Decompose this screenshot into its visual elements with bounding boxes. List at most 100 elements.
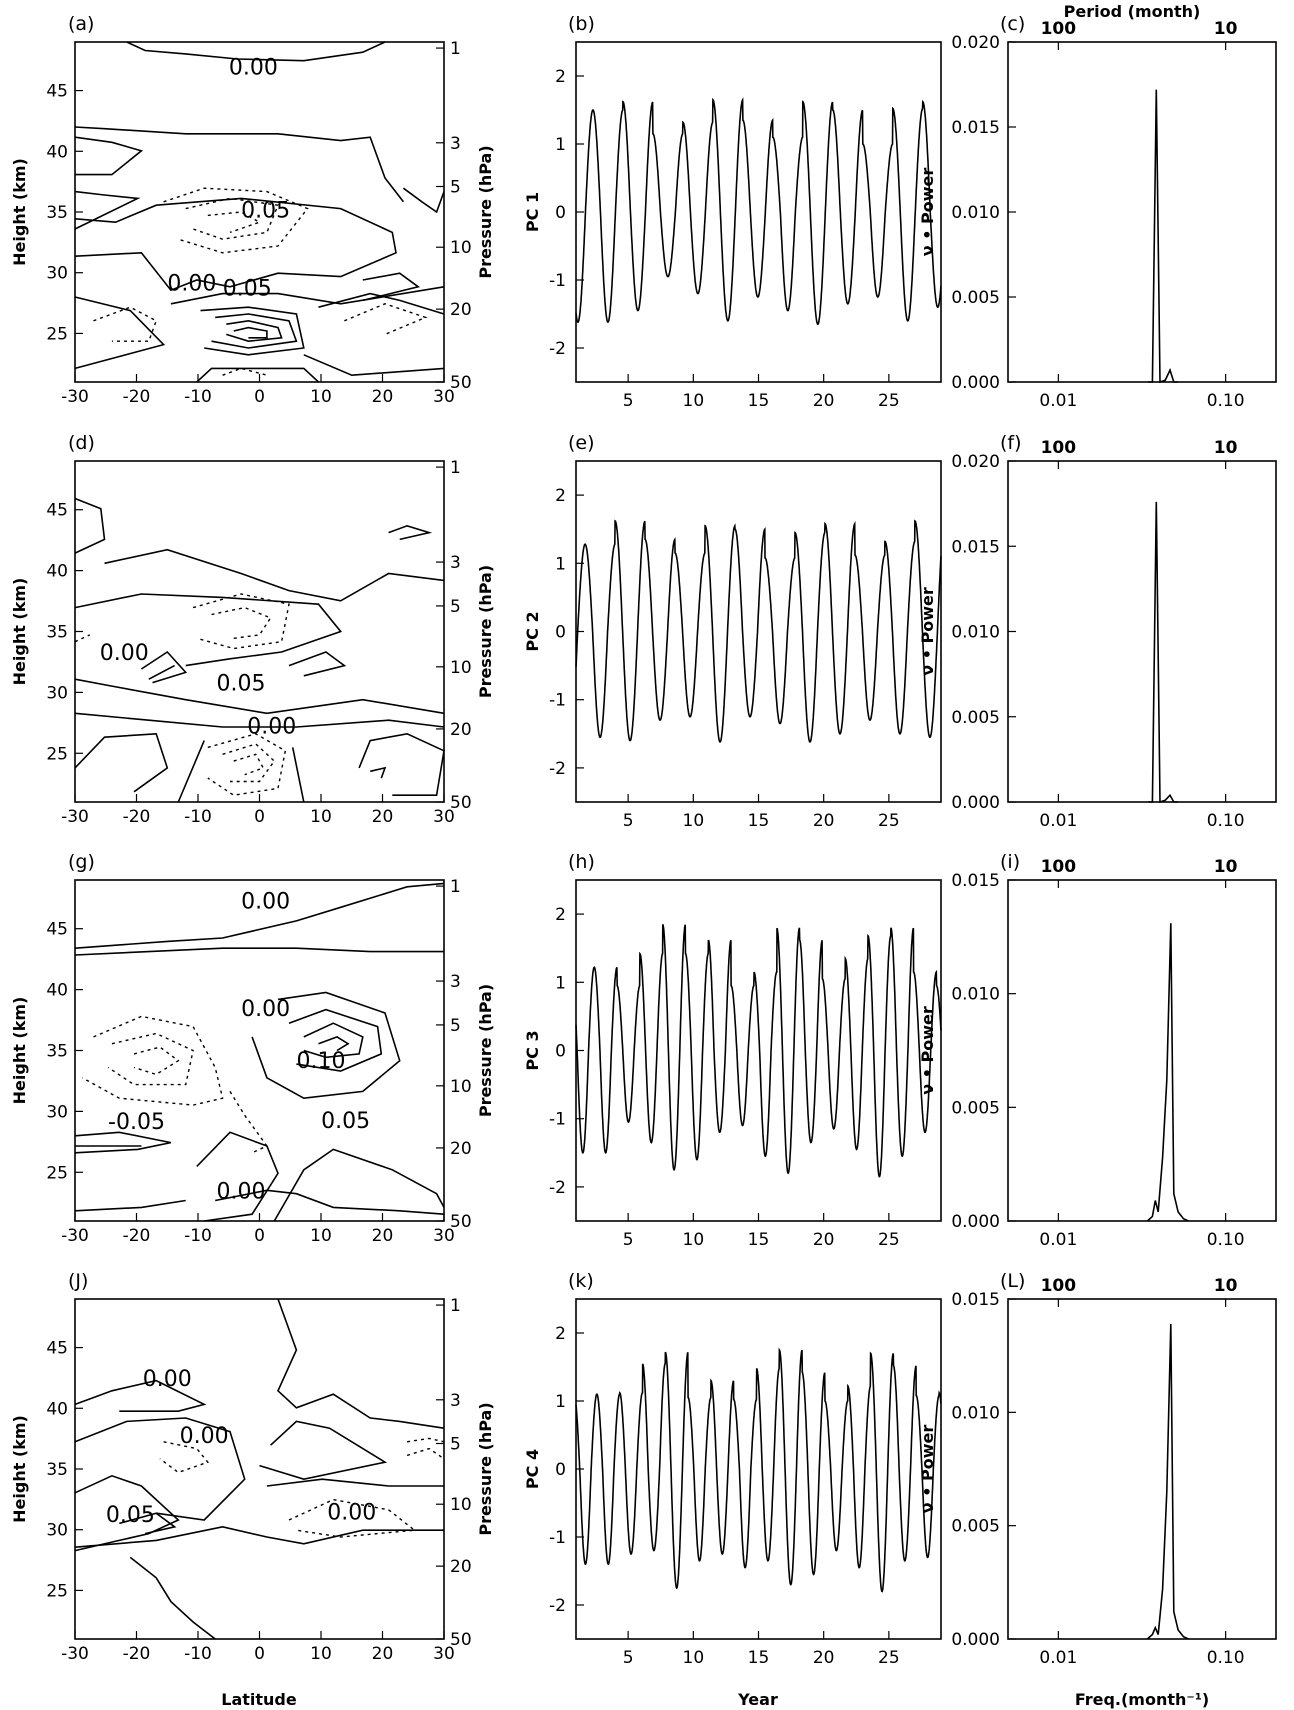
y-axis-label-height: Height (km) <box>10 1415 29 1523</box>
x-tick-label: -10 <box>184 807 212 827</box>
pressure-tick-label: 50 <box>450 1630 472 1650</box>
x-tick-label: 0.10 <box>1207 811 1245 831</box>
spectrum-line <box>1148 89 1179 384</box>
contour-line-dashed <box>406 1447 445 1460</box>
contour-label: 0.05 <box>106 1503 155 1528</box>
y-tick-label: 0.000 <box>951 1212 1000 1232</box>
y2-axis-label-pressure: Pressure (hPa) <box>476 1402 495 1535</box>
contour-line-solid <box>148 664 175 680</box>
y-tick-label: 0.020 <box>951 33 1000 53</box>
y-tick-label: 35 <box>46 203 68 223</box>
x-tick-label: 15 <box>748 391 770 411</box>
contour-line-dashed <box>288 1498 417 1538</box>
pc-series-line <box>575 924 942 1178</box>
period-tick-label: 10 <box>1214 1276 1238 1296</box>
y-axis-label-power: ν • Power <box>918 168 937 257</box>
contour-line-solid <box>370 766 387 779</box>
contour-line-solid <box>74 593 343 667</box>
x-tick-label: -30 <box>61 1226 89 1246</box>
y-axis-label-height: Height (km) <box>10 158 29 266</box>
y-tick-label: 45 <box>46 82 68 102</box>
contour-label: 0.00 <box>100 641 149 666</box>
pressure-tick-label: 20 <box>450 720 472 740</box>
plot-frame <box>575 460 942 803</box>
contour-line-solid <box>126 41 386 62</box>
contour-line-solid <box>74 732 169 793</box>
x-tick-label: -10 <box>184 387 212 407</box>
y-tick-label: -2 <box>549 1178 566 1198</box>
pressure-tick-label: 10 <box>450 1495 472 1515</box>
contour-line-dashed <box>185 197 279 240</box>
x-tick-label: 10 <box>683 1648 705 1668</box>
panel-label: (b) <box>568 13 595 35</box>
contour-line-dashed <box>344 303 428 336</box>
y-tick-label: 0.010 <box>951 623 1000 643</box>
y-tick-label: 40 <box>46 981 68 1001</box>
contour-line-solid <box>74 1379 207 1412</box>
pressure-tick-label: 1 <box>450 458 461 478</box>
spectrum-panel: 0.01 0.10 100 10 0.000 0.005 0.010 0.015 0.020 ν … <box>918 13 1277 411</box>
contour-label: 0.00 <box>229 55 278 80</box>
x-tick-label: 25 <box>878 811 900 831</box>
panel-label: (i) <box>1000 851 1020 873</box>
spectrum-panel: 0.01 0.10 100 10 0.000 0.005 0.010 0.015 ν • Pow… <box>918 1270 1277 1668</box>
y-tick-label: 1 <box>555 973 566 993</box>
contour-label: 0.05 <box>321 1109 370 1134</box>
contour-line-solid <box>74 126 405 203</box>
contour-line-dashed <box>211 606 272 639</box>
contour-line-dashed <box>133 1046 180 1076</box>
x-tick-label: 5 <box>623 811 634 831</box>
spectrum-panel: 0.01 0.10 100 10 0.000 0.005 0.010 0.015 ν • Pow… <box>918 851 1277 1250</box>
contour-line-dashed <box>229 1091 268 1154</box>
x-tick-label: 10 <box>310 807 332 827</box>
contour-line-dashed <box>192 593 290 650</box>
y-tick-label: 45 <box>46 920 68 940</box>
pc-series-line <box>575 519 942 743</box>
plot-frame <box>575 879 942 1222</box>
x-tick-label: -10 <box>184 1226 212 1246</box>
y-tick-label: 0.000 <box>951 373 1000 393</box>
contour-line-solid <box>74 190 141 230</box>
x-tick-label: 0.01 <box>1039 1230 1077 1250</box>
panel-label: (g) <box>68 851 95 873</box>
contour-line-solid <box>74 882 445 949</box>
pressure-tick-label: 3 <box>450 134 461 154</box>
contour-line-solid <box>170 286 445 305</box>
y-tick-label: 0.000 <box>951 1630 1000 1650</box>
x-tick-label: 0.01 <box>1039 811 1077 831</box>
contour-line-solid <box>74 947 444 956</box>
y-tick-label: 30 <box>46 1521 68 1541</box>
y-tick-label: 1 <box>555 135 566 155</box>
x-tick-label: 20 <box>813 1230 835 1250</box>
contour-line-solid <box>196 367 320 383</box>
y-tick-label: 0 <box>555 1042 566 1062</box>
plot-frame <box>74 1298 445 1640</box>
pressure-tick-label: 5 <box>450 1016 461 1036</box>
x-tick-label: 0.10 <box>1207 391 1245 411</box>
pressure-tick-label: 1 <box>450 39 461 59</box>
x-tick-label: 20 <box>372 1226 394 1246</box>
contour-label: 0.05 <box>223 276 272 301</box>
contour-line-dashed <box>207 211 262 234</box>
pc-panel: 5 10 15 20 25 -2 -1 0 1 2 PC 4 (k) <box>523 1270 942 1668</box>
period-tick-label: 10 <box>1214 19 1238 39</box>
contour-line-solid <box>74 197 397 292</box>
y-tick-label: -1 <box>549 1528 566 1548</box>
x-tick-label: 0 <box>254 807 265 827</box>
contour-label: -0.05 <box>108 1110 165 1135</box>
y-tick-label: 30 <box>46 683 68 703</box>
contour-line-dashed <box>222 367 268 376</box>
x-tick-label: 10 <box>683 811 705 831</box>
period-tick-label: 100 <box>1041 438 1077 458</box>
x-label-latitude: Latitude <box>221 1690 297 1709</box>
contour-line-solid <box>177 740 205 803</box>
contour-line-solid <box>362 272 421 302</box>
x-tick-label: 20 <box>813 1648 835 1668</box>
y-tick-label: 25 <box>46 1163 68 1183</box>
contour-line-solid <box>74 1199 186 1212</box>
contour-line-solid <box>291 747 305 803</box>
contour-line-solid <box>129 1556 216 1640</box>
pressure-tick-label: 50 <box>450 1212 472 1232</box>
spectrum-panel: 0.01 0.10 100 10 0.000 0.005 0.010 0.015 0.020 ν … <box>918 432 1277 831</box>
spectrum-line <box>1146 923 1189 1222</box>
